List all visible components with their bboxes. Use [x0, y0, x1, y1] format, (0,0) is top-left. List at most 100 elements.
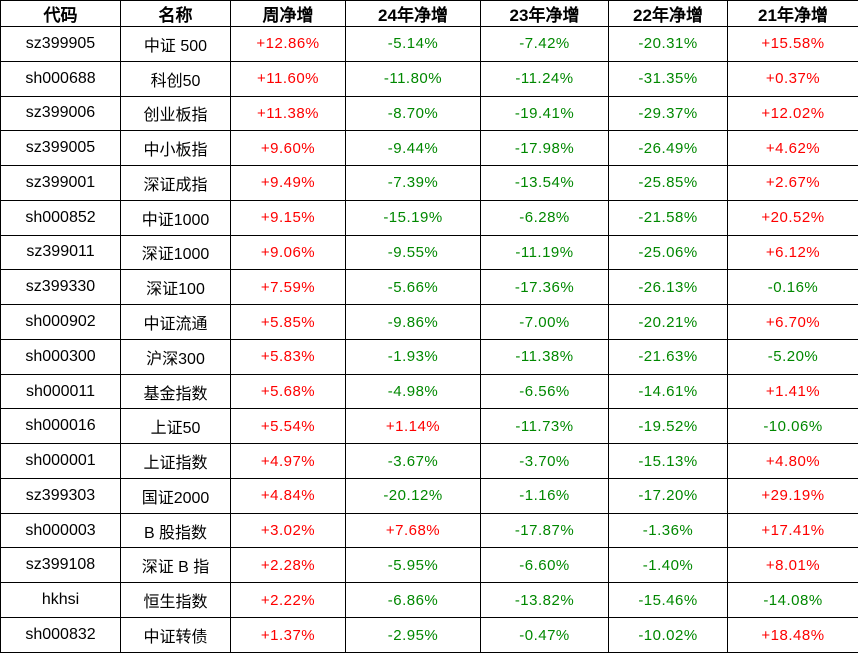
pct-value: +18.48%: [727, 617, 858, 653]
pct-value: +4.80%: [727, 443, 858, 479]
index-code: sh000011: [0, 373, 121, 410]
index-name: 科创50: [120, 60, 231, 97]
index-code: sz399006: [0, 95, 121, 132]
table-row: sz399001 深证成指 +9.49% -7.39% -13.54% -25.85% +2…: [0, 165, 858, 201]
index-code: hkhsi: [0, 582, 121, 619]
index-name: 中证 500: [120, 26, 231, 62]
column-header-2023: 23年净增: [480, 0, 609, 27]
pct-value: +12.86%: [230, 26, 346, 62]
table-row: sz399905 中证 500 +12.86% -5.14% -7.42% -20.31%…: [0, 26, 858, 62]
index-code: sz399330: [0, 269, 121, 306]
index-code: sh000902: [0, 304, 121, 340]
pct-value: -2.95%: [345, 617, 481, 653]
pct-value: +6.70%: [727, 304, 858, 340]
pct-value: -3.70%: [480, 443, 609, 479]
pct-value: -10.02%: [608, 617, 728, 653]
index-name: 恒生指数: [120, 582, 231, 619]
table-row: sz399303 国证2000 +4.84% -20.12% -1.16% -17.20%…: [0, 477, 858, 514]
pct-value: +5.54%: [230, 408, 346, 445]
pct-value: -26.49%: [608, 130, 728, 167]
pct-value: +9.06%: [230, 234, 346, 271]
pct-value: +5.68%: [230, 373, 346, 410]
index-name: B 股指数: [120, 512, 231, 549]
pct-value: +2.22%: [230, 582, 346, 619]
index-name: 中小板指: [120, 130, 231, 167]
index-code: sh000688: [0, 60, 121, 97]
table-row: sh000688 科创50 +11.60% -11.80% -11.24% -31.35%…: [0, 60, 858, 97]
pct-value: -7.00%: [480, 304, 609, 340]
table-row: sh000902 中证流通 +5.85% -9.86% -7.00% -20.21% +6.…: [0, 304, 858, 340]
table-row: sh000003 B 股指数 +3.02% +7.68% -17.87% -1.36% +1…: [0, 512, 858, 549]
index-name: 中证1000: [120, 199, 231, 236]
index-code: sz399303: [0, 477, 121, 514]
pct-value: +4.84%: [230, 477, 346, 514]
column-header-name: 名称: [120, 0, 231, 27]
index-name: 上证指数: [120, 443, 231, 479]
pct-value: +7.59%: [230, 269, 346, 306]
index-code: sh000016: [0, 408, 121, 445]
index-name: 基金指数: [120, 373, 231, 410]
pct-value: -0.16%: [727, 269, 858, 306]
table-row: sh000852 中证1000 +9.15% -15.19% -6.28% -21.58%…: [0, 199, 858, 236]
pct-value: -31.35%: [608, 60, 728, 97]
index-code: sh000300: [0, 338, 121, 375]
table-row: sz399108 深证 B 指 +2.28% -5.95% -6.60% -1.40% +8…: [0, 547, 858, 584]
table-row: sz399005 中小板指 +9.60% -9.44% -17.98% -26.49% +4…: [0, 130, 858, 167]
pct-value: -5.95%: [345, 547, 481, 584]
index-name: 深证100: [120, 269, 231, 306]
pct-value: -29.37%: [608, 95, 728, 132]
index-code: sz399005: [0, 130, 121, 167]
pct-value: -7.39%: [345, 165, 481, 201]
pct-value: +6.12%: [727, 234, 858, 271]
pct-value: -6.56%: [480, 373, 609, 410]
pct-value: -21.58%: [608, 199, 728, 236]
pct-value: -9.55%: [345, 234, 481, 271]
column-header-2021: 21年净增: [727, 0, 858, 27]
pct-value: -3.67%: [345, 443, 481, 479]
pct-value: -15.19%: [345, 199, 481, 236]
pct-value: +11.60%: [230, 60, 346, 97]
table-row: sh000011 基金指数 +5.68% -4.98% -6.56% -14.61% +1.…: [0, 373, 858, 410]
pct-value: +17.41%: [727, 512, 858, 549]
pct-value: +9.49%: [230, 165, 346, 201]
pct-value: -1.16%: [480, 477, 609, 514]
pct-value: -11.80%: [345, 60, 481, 97]
index-name: 深证成指: [120, 165, 231, 201]
pct-value: -4.98%: [345, 373, 481, 410]
pct-value: -0.47%: [480, 617, 609, 653]
pct-value: -10.06%: [727, 408, 858, 445]
column-header-code: 代码: [0, 0, 121, 27]
pct-value: -9.44%: [345, 130, 481, 167]
pct-value: -20.21%: [608, 304, 728, 340]
pct-value: +0.37%: [727, 60, 858, 97]
pct-value: +1.37%: [230, 617, 346, 653]
table-row: sh000832 中证转债 +1.37% -2.95% -0.47% -10.02% +18…: [0, 617, 858, 653]
pct-value: -14.08%: [727, 582, 858, 619]
table-row: sz399006 创业板指 +11.38% -8.70% -19.41% -29.37% +…: [0, 95, 858, 132]
table-row: sz399330 深证100 +7.59% -5.66% -17.36% -26.13% -…: [0, 269, 858, 306]
pct-value: -6.28%: [480, 199, 609, 236]
index-code: sh000003: [0, 512, 121, 549]
header-row: 代码 名称 周净增 24年净增 23年净增 22年净增 21年净增: [0, 0, 858, 27]
pct-value: +20.52%: [727, 199, 858, 236]
pct-value: +7.68%: [345, 512, 481, 549]
index-code: sh000832: [0, 617, 121, 653]
table-row: sh000016 上证50 +5.54% +1.14% -11.73% -19.52% -1…: [0, 408, 858, 445]
pct-value: +9.15%: [230, 199, 346, 236]
pct-value: -11.38%: [480, 338, 609, 375]
index-code: sz399905: [0, 26, 121, 62]
table-row: sz399011 深证1000 +9.06% -9.55% -11.19% -25.06%…: [0, 234, 858, 271]
pct-value: +12.02%: [727, 95, 858, 132]
pct-value: -6.60%: [480, 547, 609, 584]
pct-value: -25.85%: [608, 165, 728, 201]
pct-value: -15.46%: [608, 582, 728, 619]
index-name: 沪深300: [120, 338, 231, 375]
pct-value: -5.66%: [345, 269, 481, 306]
index-code: sz399001: [0, 165, 121, 201]
pct-value: -26.13%: [608, 269, 728, 306]
pct-value: -13.82%: [480, 582, 609, 619]
pct-value: -11.73%: [480, 408, 609, 445]
index-code: sz399108: [0, 547, 121, 584]
